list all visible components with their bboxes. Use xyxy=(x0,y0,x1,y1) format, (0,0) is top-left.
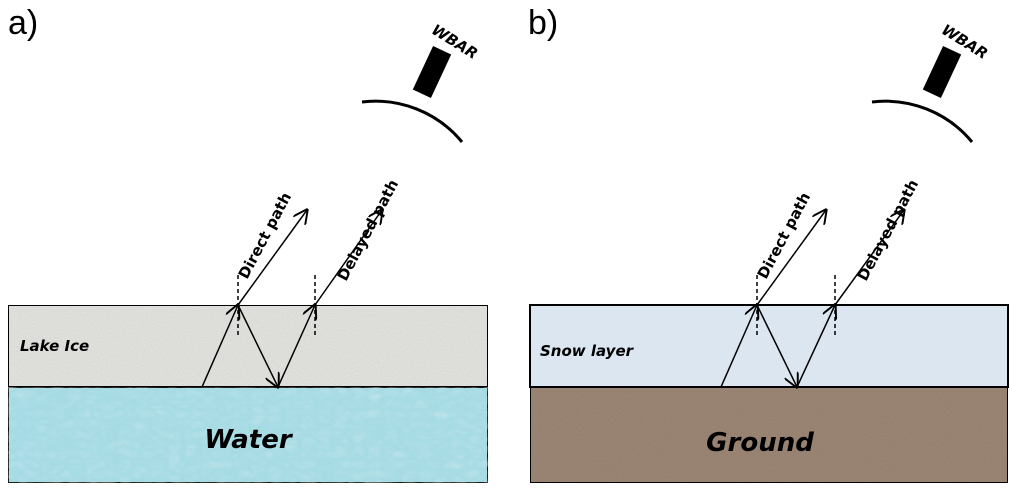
lower-layer-label: Ground xyxy=(706,428,814,458)
antenna xyxy=(923,46,961,98)
satellite-body xyxy=(872,101,972,142)
delayed-path-label: Delayed path xyxy=(334,176,402,283)
upper-layer-label: Lake Ice xyxy=(20,337,89,355)
panel-b: b) WBAR Snow layer Ground Direct path De… xyxy=(528,4,1008,483)
panel-a: a) WBAR Lake Ice Water Direct path Delay… xyxy=(8,4,488,483)
panel-label: b) xyxy=(528,4,558,42)
panel-label: a) xyxy=(8,4,38,42)
diagram: a) WBAR Lake Ice Water Direct path Delay… xyxy=(0,0,1010,490)
antenna xyxy=(413,46,451,98)
lower-layer-label: Water xyxy=(204,425,294,455)
satellite-body xyxy=(362,101,462,142)
delayed-path-label: Delayed path xyxy=(854,176,922,283)
upper-layer-label: Snow layer xyxy=(540,342,635,360)
